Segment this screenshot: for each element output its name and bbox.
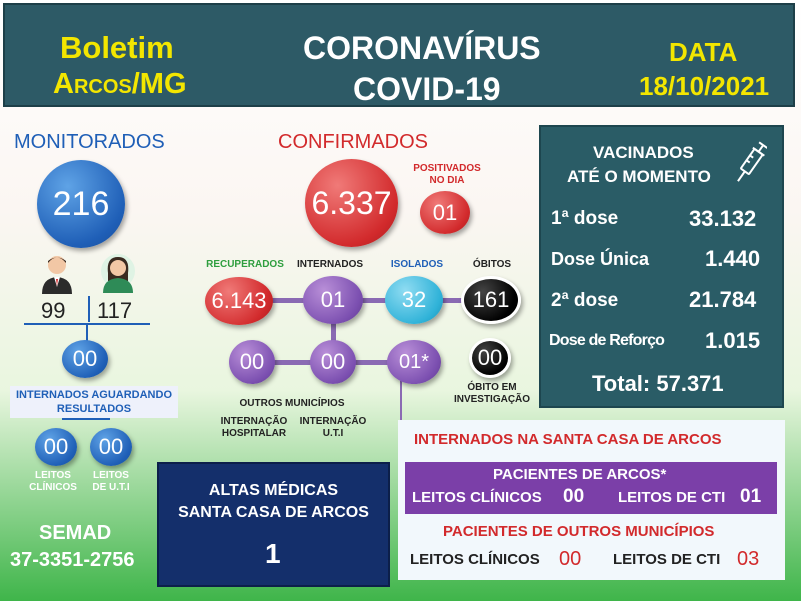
santa-casa-title: INTERNADOS NA SANTA CASA DE ARCOS	[414, 431, 722, 448]
internados-label: INTERNADOS	[296, 259, 364, 270]
outros-municipios-circle: 01*	[387, 340, 441, 384]
obitos-circle: 161	[461, 276, 521, 324]
isolados-label: ISOLADOS	[390, 259, 444, 270]
recuperados-label: RECUPERADOS	[206, 259, 284, 270]
arcos-clinicos-label: LEITOS CLÍNICOS	[412, 489, 542, 506]
status-connector	[250, 298, 488, 303]
pacientes-outros-title: PACIENTES DE OUTROS MUNICÍPIOS	[443, 523, 715, 540]
leitos-uti-circle: 00	[90, 428, 132, 466]
vacinados-panel: VACINADOS ATÉ O MOMENTO 1ª dose 33.132 D…	[539, 125, 784, 408]
header-title: CORONAVÍRUS	[303, 30, 541, 66]
internados-circle: 01	[303, 276, 363, 324]
altas-title-1: ALTAS MÉDICAS	[208, 482, 339, 499]
vacinados-title-1: VACINADOS	[593, 143, 694, 162]
reforco-value: 1.015	[705, 328, 761, 353]
recuperados-circle: 6.143	[205, 277, 273, 325]
arcos-cti-value: 01	[740, 486, 762, 507]
internados-aguardando-label: INTERNADOS AGUARDANDO RESULTADOS	[10, 386, 178, 418]
monitorados-total-circle: 216	[37, 160, 125, 248]
obito-investigacao-circle: 00	[469, 338, 511, 378]
outros-clinicos-value: 00	[559, 548, 582, 570]
semad-name: SEMAD	[39, 522, 112, 544]
outros-clinicos-label: LEITOS CLÍNICOS	[410, 551, 540, 568]
leitos-clinicos-circle: 00	[35, 428, 77, 466]
dose-unica-label: Dose Única	[551, 249, 650, 269]
dose-unica-value: 1.440	[705, 246, 761, 271]
arcos-cti-label: LEITOS DE CTI	[618, 489, 726, 506]
pacientes-arcos-panel: PACIENTES DE ARCOS* LEITOS CLÍNICOS 00 L…	[405, 462, 777, 514]
confirmados-total-circle: 6.337	[305, 159, 398, 247]
internacao-uti-label: INTERNAÇÃO U.T.I	[299, 416, 367, 439]
header-city: Arcos/MG	[53, 68, 187, 100]
reforco-label: Dose de Reforço	[549, 332, 665, 349]
confirmados-title: CONFIRMADOS	[278, 131, 428, 153]
altas-value: 1	[265, 538, 281, 569]
internacao-hospitalar-label: INTERNAÇÃO HOSPITALAR	[220, 416, 288, 439]
monitorados-divider	[88, 296, 90, 322]
semad-phone: 37-3351-2756	[10, 549, 135, 571]
outros-cti-label: LEITOS DE CTI	[613, 551, 721, 568]
header-date: 18/10/2021	[639, 71, 770, 101]
positivados-label: POSITIVADOS NO DIA	[413, 163, 481, 186]
arcos-clinicos-value: 00	[563, 486, 585, 507]
leitos-clinicos-label: LEITOS CLÍNICOS	[29, 470, 77, 493]
header-banner: Boletim Arcos/MG CORONAVÍRUS COVID-19 DA…	[3, 3, 795, 107]
obitos-label: ÓBITOS	[472, 259, 512, 270]
female-avatar-icon	[100, 253, 136, 293]
dose2-value: 21.784	[689, 287, 757, 312]
monitorados-connector	[86, 325, 88, 343]
vacinados-title-2: ATÉ O MOMENTO	[567, 167, 711, 186]
dose1-value: 33.132	[689, 206, 757, 231]
leitos-uti-label: LEITOS DE U.T.I	[92, 470, 130, 493]
isolados-circle: 32	[385, 276, 443, 324]
internacao-hospitalar-circle: 00	[229, 340, 275, 384]
outros-cti-value: 03	[737, 548, 760, 570]
internados-aguardando-circle: 00	[62, 340, 108, 378]
header-data-label: DATA	[669, 37, 738, 67]
altas-title-2: SANTA CASA DE ARCOS	[178, 504, 369, 521]
obito-investigacao-label: ÓBITO EM INVESTIGAÇÃO	[453, 382, 531, 405]
pacientes-arcos-title: PACIENTES DE ARCOS*	[493, 466, 667, 483]
leitos-connector	[62, 418, 110, 420]
positivados-circle: 01	[420, 191, 470, 234]
dose1-label: 1ª dose	[551, 208, 619, 229]
monitorados-underline	[24, 323, 150, 325]
outros-municipios-label: OUTROS MUNICÍPIOS	[239, 398, 345, 409]
internacao-uti-circle: 00	[310, 340, 356, 384]
monitorados-male: 99	[41, 298, 66, 323]
dose2-label: 2ª dose	[551, 290, 619, 311]
male-avatar-icon	[40, 254, 74, 294]
header-subtitle: COVID-19	[353, 71, 501, 107]
monitorados-female: 117	[97, 298, 133, 323]
syringe-icon	[733, 139, 768, 189]
header-boletim: Boletim	[60, 30, 174, 65]
monitorados-title: MONITORADOS	[14, 131, 165, 153]
altas-panel: ALTAS MÉDICAS SANTA CASA DE ARCOS 1	[157, 462, 390, 587]
vacinados-total: Total: 57.371	[592, 371, 724, 396]
